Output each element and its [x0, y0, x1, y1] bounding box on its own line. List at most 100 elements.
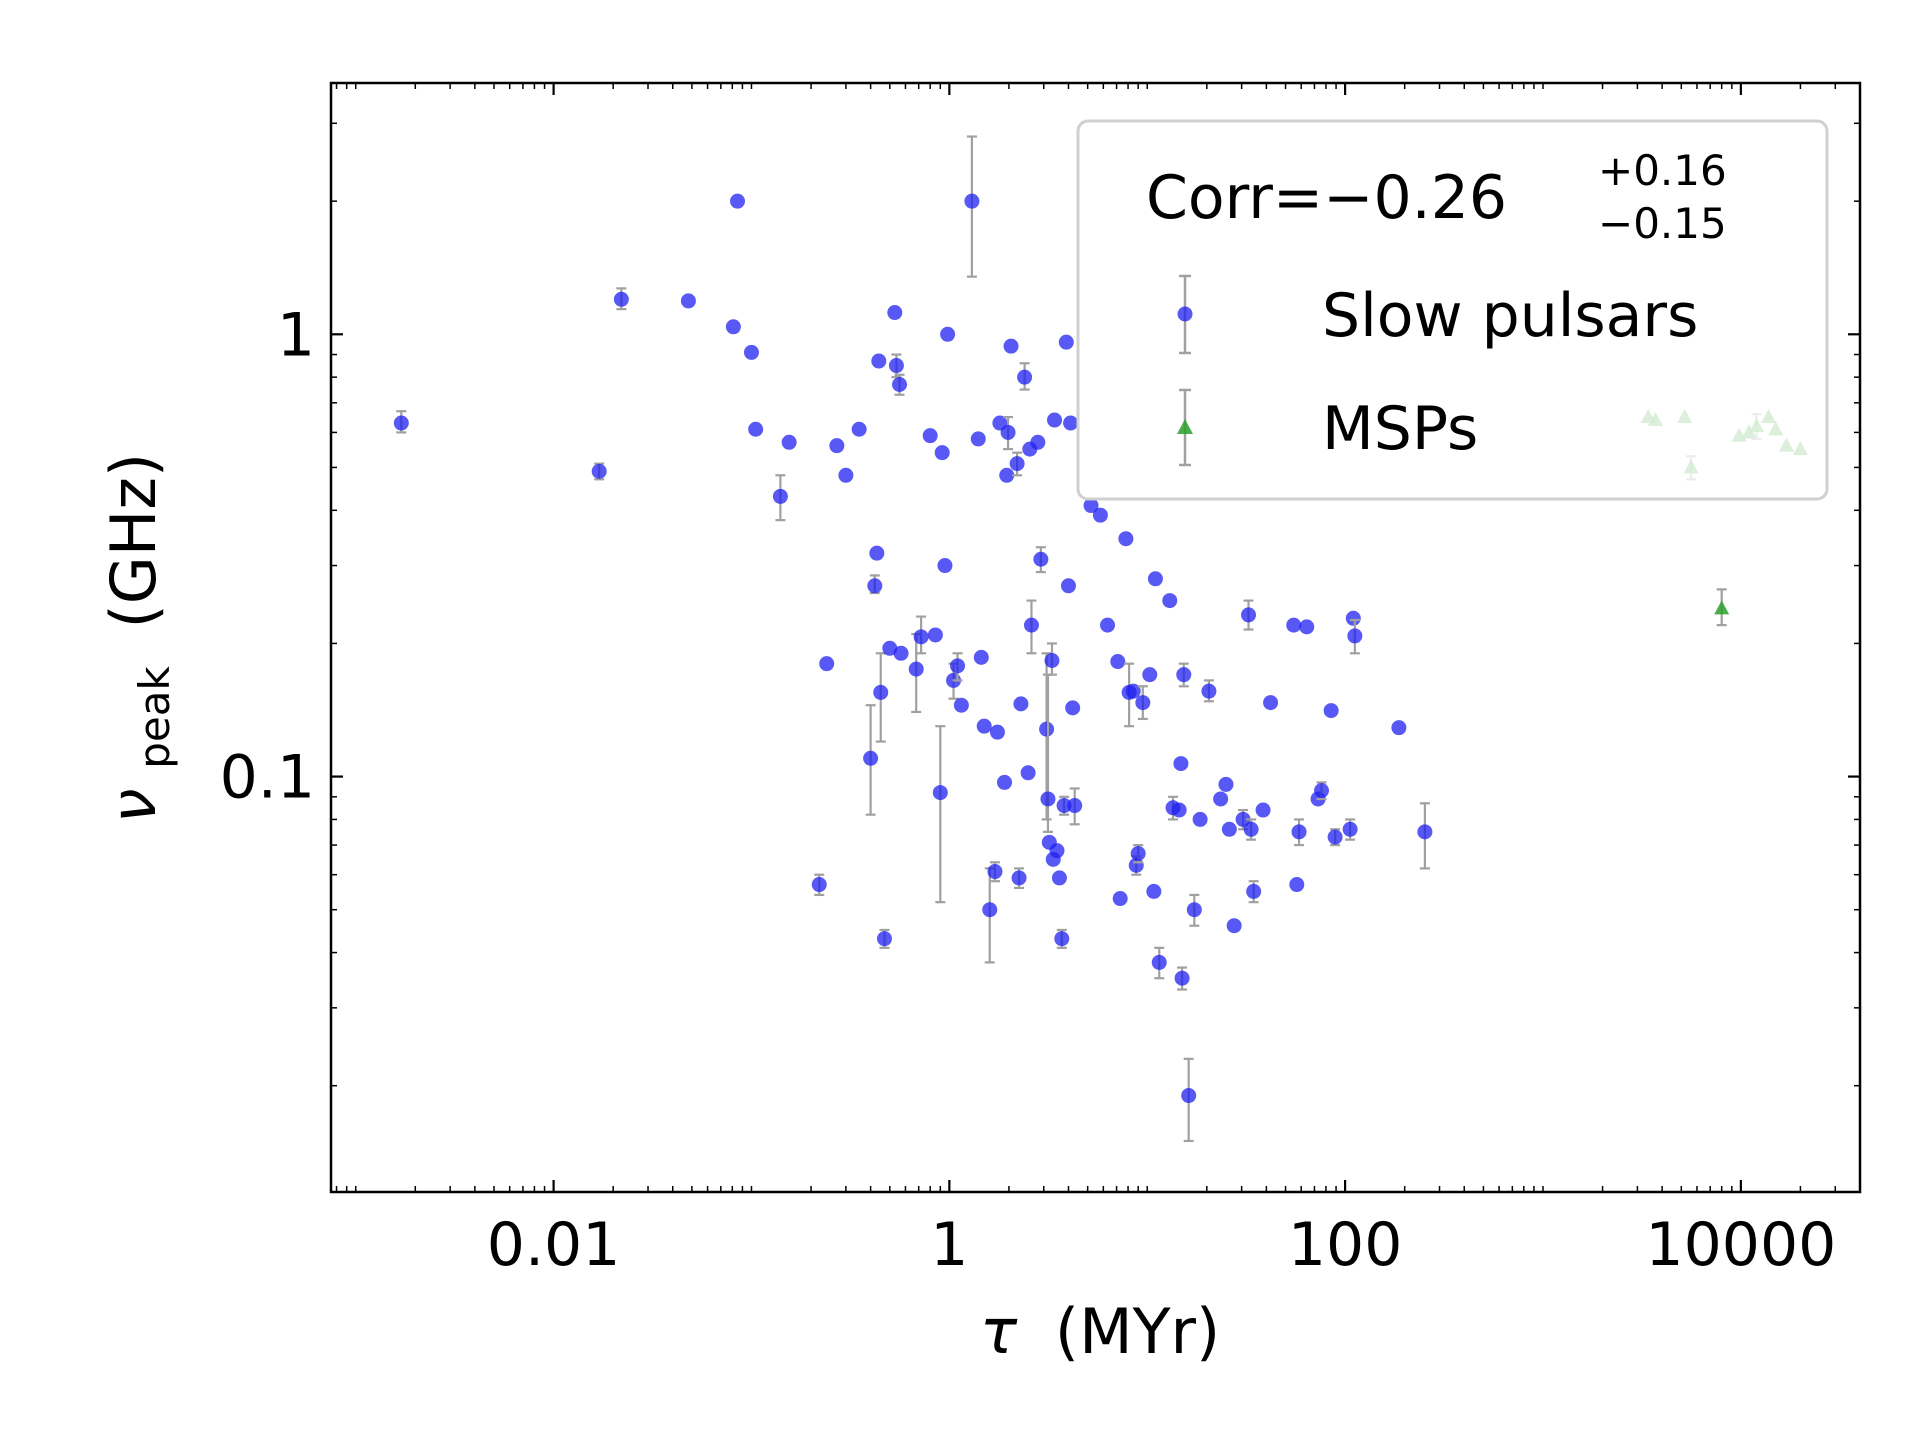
legend-slow-marker [1177, 306, 1193, 322]
slow-pulsar-point [1023, 617, 1039, 633]
slow-pulsar-point [882, 640, 898, 656]
slow-pulsar-point [976, 718, 992, 734]
slow-pulsar-point [1173, 756, 1189, 772]
y-axis-unit: (GHz) [97, 453, 170, 629]
slow-pulsar-point [1011, 870, 1027, 886]
slow-pulsar-point [1009, 456, 1025, 472]
slow-pulsar-point [867, 578, 883, 594]
slow-pulsar-point [873, 684, 889, 700]
slow-pulsar-point [1065, 700, 1081, 716]
slow-pulsar-point [1218, 776, 1234, 792]
slow-pulsar-point [893, 645, 909, 661]
slow-pulsar-point [1342, 821, 1358, 837]
slow-pulsar-point [1000, 424, 1016, 440]
slow-pulsar-point [1289, 877, 1305, 893]
slow-pulsar-point [1263, 695, 1279, 711]
slow-pulsar-point [950, 658, 966, 674]
legend-corr-text: Corr=−0.26 [1146, 163, 1507, 233]
slow-pulsar-point [1044, 652, 1060, 668]
slow-pulsar-point [1391, 720, 1407, 736]
slow-pulsar-point [1060, 578, 1076, 594]
slow-pulsar-point [591, 463, 607, 479]
slow-pulsar-point [1174, 970, 1190, 986]
slow-pulsar-point [913, 629, 929, 645]
slow-pulsar-point [1112, 891, 1128, 907]
slow-pulsar-point [1347, 628, 1363, 644]
slow-pulsar-point [781, 434, 797, 450]
slow-pulsar-point [1067, 798, 1083, 814]
x-axis-unit: (MYr) [1055, 1295, 1220, 1368]
slow-pulsar-point [1054, 931, 1070, 947]
slow-pulsar-point [1201, 683, 1217, 699]
slow-pulsar-point [970, 431, 986, 447]
y-tick-label: 0.1 [220, 743, 315, 813]
slow-pulsar-point [1147, 571, 1163, 587]
slow-pulsar-point [869, 545, 885, 561]
slow-pulsar-point [871, 353, 887, 369]
slow-pulsar-point [922, 428, 938, 444]
data-points [393, 135, 1808, 1143]
x-tick-label: 0.01 [487, 1210, 621, 1280]
slow-pulsar-point [1033, 551, 1049, 567]
slow-pulsar-point [393, 415, 409, 431]
slow-pulsar-point [1040, 791, 1056, 807]
slow-pulsar-point [1162, 593, 1178, 609]
slow-pulsar-point [932, 785, 948, 801]
slow-pulsar-point [1125, 683, 1141, 699]
slow-pulsar-point [1047, 412, 1063, 428]
slow-pulsar-point [953, 697, 969, 713]
slow-pulsar-point [1345, 610, 1361, 626]
slow-pulsar-point [1151, 954, 1167, 970]
slow-pulsar-point [997, 774, 1013, 790]
axis-ticks [331, 83, 1861, 1192]
slow-pulsar-point [964, 193, 980, 209]
slow-pulsar-point [1181, 1088, 1197, 1104]
axis-tick-labels: 0.01 1 100 10000 0.1 1 [220, 300, 1837, 1280]
slow-pulsar-point [1142, 667, 1158, 683]
legend-corr-prefix: Corr= [1146, 163, 1323, 233]
slow-pulsar-point [989, 724, 1005, 740]
slow-pulsar-point [1003, 338, 1019, 354]
slow-pulsar-point [1417, 824, 1433, 840]
slow-pulsar-point [743, 344, 759, 360]
msp-point [1714, 600, 1730, 615]
legend-corr-value: −0.26 [1323, 163, 1507, 233]
slow-pulsar-point [1246, 883, 1262, 899]
legend-corr-minus: −0.15 [1598, 199, 1727, 248]
slow-pulsar-point [940, 326, 956, 342]
slow-pulsar-point [748, 421, 764, 437]
slow-pulsar-point [851, 421, 867, 437]
slow-pulsar-point [1135, 695, 1151, 711]
slow-pulsar-point [1255, 802, 1271, 818]
slow-pulsar-point [1299, 619, 1315, 635]
legend-corr-plus: +0.16 [1598, 146, 1727, 195]
slow-pulsar-point [1056, 798, 1072, 814]
slow-pulsar-point [1327, 829, 1343, 845]
slow-pulsar-point [1213, 791, 1229, 807]
slow-pulsar-point [725, 319, 741, 335]
slow-pulsar-point [1146, 883, 1162, 899]
slow-pulsar-point [888, 358, 904, 374]
plot-frame [329, 81, 1862, 1194]
slow-pulsar-point [811, 877, 827, 893]
slow-pulsar-point [908, 661, 924, 677]
legend-msp-marker [1177, 419, 1193, 434]
slow-pulsar-point [1323, 703, 1339, 719]
y-axis-label: ν peak (GHz) [97, 453, 184, 823]
slow-pulsar-point [680, 293, 696, 309]
slow-pulsar-point [1286, 617, 1302, 633]
y-tick-label: 1 [277, 300, 315, 370]
slow-pulsar-point [1039, 721, 1055, 737]
slow-pulsar-point [987, 864, 1003, 880]
slow-pulsar-point [1221, 821, 1237, 837]
slow-pulsar-point [1314, 783, 1330, 799]
x-tick-label: 100 [1288, 1210, 1403, 1280]
slow-pulsar-point [1092, 507, 1108, 523]
slow-pulsar-point [1063, 415, 1079, 431]
legend-box [1076, 119, 1829, 501]
slow-pulsar-point [1058, 334, 1074, 350]
slow-pulsar-point [1176, 667, 1192, 683]
slow-pulsar-point [892, 377, 908, 393]
slow-pulsar-point [1192, 811, 1208, 827]
